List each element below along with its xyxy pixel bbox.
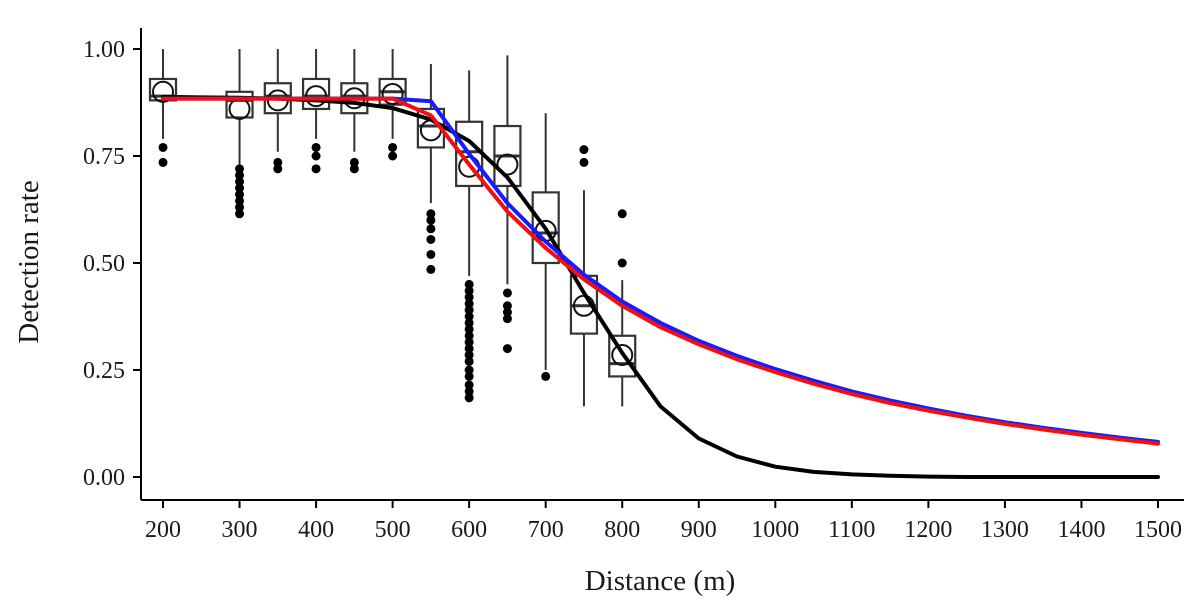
box-outlier (617, 209, 627, 219)
box-mean-marker (305, 85, 328, 108)
box-outlier (426, 264, 436, 274)
box-outlier (388, 151, 398, 161)
box-outlier (464, 331, 474, 341)
box-outlier (426, 215, 436, 225)
box-outlier (235, 209, 245, 219)
box-outlier (464, 380, 474, 390)
box-outlier (579, 145, 589, 155)
box-outlier (388, 142, 398, 152)
box-outlier (579, 157, 589, 167)
series-line-3 (161, 96, 1160, 446)
x-tick-label: 300 (222, 517, 258, 543)
box-outlier (235, 190, 245, 200)
box-outlier (311, 164, 321, 174)
box-outlier (426, 224, 436, 234)
y-tick-label: 0.50 (83, 251, 125, 277)
box-outlier (158, 142, 168, 152)
box-outlier (464, 344, 474, 354)
x-tick-label: 500 (375, 517, 411, 543)
box-outlier (235, 183, 245, 193)
x-tick-label: 600 (451, 517, 487, 543)
box-outlier (502, 301, 512, 311)
box-outlier (502, 314, 512, 324)
box-outlier (235, 164, 245, 174)
box-outlier (464, 365, 474, 375)
box-outlier (235, 196, 245, 206)
y-tick-label: 0.25 (83, 358, 125, 384)
box-outlier (426, 234, 436, 244)
box-mean-marker (228, 97, 251, 120)
box-outlier (464, 279, 474, 289)
box-mean-marker (381, 82, 404, 105)
y-tick-label: 1.00 (83, 37, 125, 63)
box-iqr (608, 334, 637, 378)
tick-layer: 200 300 400 500 600 700 800 900 1000 1100 1200 1300… (83, 37, 1182, 543)
box-outlier (158, 157, 168, 167)
box-iqr (301, 77, 331, 111)
box-outlier (273, 157, 283, 167)
box-iqr (225, 90, 254, 119)
box-outlier (349, 157, 359, 167)
y-tick-label: 0.00 (83, 465, 125, 491)
box-outlier (464, 393, 474, 403)
box-outlier (502, 344, 512, 354)
box-outlier (617, 258, 627, 268)
box-outlier (464, 299, 474, 309)
box-outlier (311, 142, 321, 152)
x-tick-label: 800 (604, 517, 640, 543)
y-axis-title: Detection rate (13, 180, 45, 343)
x-tick-label: 700 (528, 517, 564, 543)
series-layer (161, 94, 1160, 479)
x-tick-label: 1200 (904, 517, 952, 543)
box-outlier (464, 286, 474, 296)
box-outlier (235, 170, 245, 180)
series-line-1 (161, 94, 1160, 479)
box-outlier (464, 292, 474, 302)
box-outlier (464, 350, 474, 360)
x-tick-label: 1100 (828, 517, 875, 543)
x-tick-label: 1500 (1134, 517, 1182, 543)
box-outlier (464, 312, 474, 321)
box-outlier (502, 288, 512, 298)
box-mean-marker (496, 153, 519, 176)
box-mean-marker (611, 344, 634, 367)
x-tick-label: 1400 (1057, 517, 1105, 543)
box-outlier (464, 371, 474, 381)
x-tick-label: 200 (145, 517, 181, 543)
box-outlier (464, 386, 474, 396)
box-outlier (464, 318, 474, 328)
boxplot-layer (148, 49, 637, 407)
box-outlier (502, 307, 512, 317)
box-outlier (464, 305, 474, 315)
box-outlier (541, 371, 551, 381)
box-outlier (349, 164, 359, 174)
box-outlier (464, 337, 474, 347)
x-tick-label: 1300 (981, 517, 1029, 543)
box-outlier (464, 356, 474, 366)
box-outlier (426, 209, 436, 219)
box-outlier (311, 151, 321, 161)
x-axis-title: Distance (m) (585, 565, 736, 597)
box-outlier (235, 202, 245, 212)
x-tick-label: 1000 (751, 517, 799, 543)
box-outlier (426, 249, 436, 259)
x-tick-label: 400 (298, 517, 334, 543)
box-outlier (464, 324, 474, 334)
y-tick-label: 0.75 (83, 144, 125, 170)
box-outlier (273, 164, 283, 174)
box-outlier (235, 177, 245, 187)
box-mean-marker (152, 80, 174, 103)
x-tick-label: 900 (681, 517, 717, 543)
series-line-2 (161, 96, 1160, 444)
